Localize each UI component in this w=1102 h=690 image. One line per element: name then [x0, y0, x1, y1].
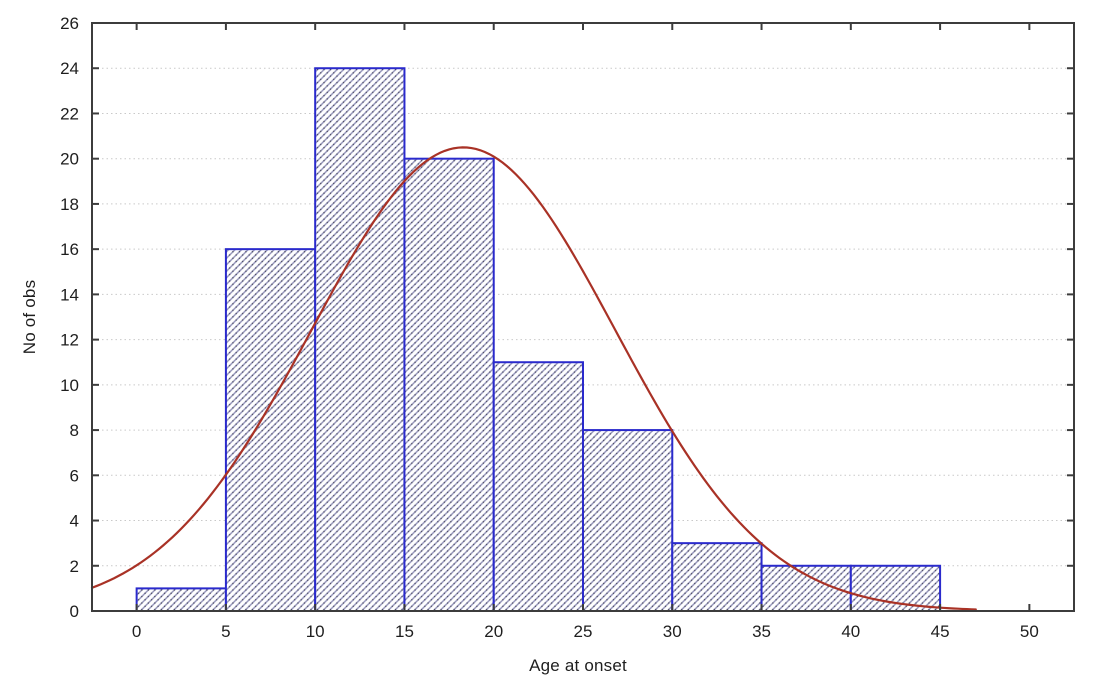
histogram-bar-10-15 [314, 67, 406, 612]
x-axis-title: Age at onset [529, 656, 627, 675]
y-tick-label-8: 8 [70, 421, 79, 440]
y-tick-label-14: 14 [60, 285, 79, 304]
histogram-bar-30-35 [671, 542, 763, 613]
x-tick-label-0: 0 [132, 622, 141, 641]
y-tick-label-18: 18 [60, 195, 79, 214]
y-tick-label-4: 4 [70, 512, 79, 531]
y-tick-label-22: 22 [60, 104, 79, 123]
x-tick-label-25: 25 [574, 622, 593, 641]
x-tick-label-35: 35 [752, 622, 771, 641]
y-axis-title: No of obs [20, 279, 39, 355]
x-tick-label-45: 45 [931, 622, 950, 641]
x-tick-label-30: 30 [663, 622, 682, 641]
histogram-bar-0-5 [135, 587, 227, 613]
y-tick-label-6: 6 [70, 466, 79, 485]
x-tick-label-10: 10 [306, 622, 325, 641]
histogram-bar-40-45 [849, 564, 942, 612]
y-tick-label-24: 24 [60, 59, 79, 78]
y-tick-label-12: 12 [60, 331, 79, 350]
y-tick-label-26: 26 [60, 14, 79, 33]
histogram-bar-15-20 [403, 157, 495, 612]
x-tick-label-20: 20 [484, 622, 503, 641]
x-tick-label-40: 40 [841, 622, 860, 641]
y-tick-label-2: 2 [70, 557, 79, 576]
y-tick-label-20: 20 [60, 150, 79, 169]
normal-curve [90, 146, 977, 611]
histogram-bar-5-10 [224, 248, 317, 612]
x-tick-label-5: 5 [221, 622, 230, 641]
x-tick-label-15: 15 [395, 622, 414, 641]
x-tick-label-50: 50 [1020, 622, 1039, 641]
histogram-bar-20-25 [492, 361, 584, 612]
y-tick-label-10: 10 [60, 376, 79, 395]
y-tick-label-0: 0 [70, 602, 79, 621]
histogram-bar-25-30 [582, 429, 674, 613]
y-tick-label-16: 16 [60, 240, 79, 259]
